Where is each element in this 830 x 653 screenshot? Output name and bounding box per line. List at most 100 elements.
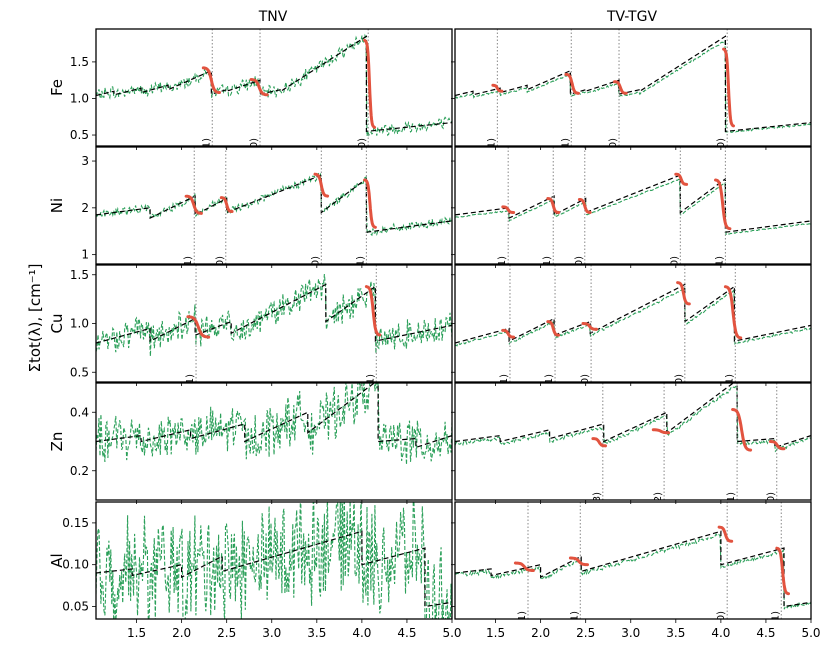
x-tick-label: 4.0 (711, 626, 730, 640)
plot-area: (311) (111) (96, 265, 452, 401)
edge-fit-curve (731, 408, 753, 452)
bragg-edge-label: (311) (183, 256, 194, 283)
edge-fit-curve (546, 320, 561, 337)
x-tick-label: 4.5 (397, 626, 416, 640)
axes-frame (454, 146, 812, 265)
edge-fit-curve (676, 281, 691, 306)
plot-area (96, 383, 452, 465)
experimental-series (455, 178, 811, 235)
y-tick-label: 1.5 (70, 268, 89, 282)
edge-fit-curve (723, 285, 743, 340)
edge-fit-curve (568, 556, 589, 567)
plot-area: (211) (200) (110) (321) (455, 29, 811, 165)
y-tick-label: 0.2 (70, 464, 89, 478)
row-label-al: Al (48, 553, 66, 567)
edge-fit-curve (591, 437, 607, 448)
panel-grid: (211) (200) (110) 0.5 1.0 1.5 (211) (200) (110)(… (48, 28, 821, 640)
plot-area: (311) (220) (200) (111) (331) (455, 147, 811, 283)
panel-al-tnv: 0.05 0.10 0.15 1.5 2.0 2.5 3.0 3.5 4.0 4.5 5.0 (62, 501, 462, 640)
bragg-edge-label: (100) (766, 492, 777, 519)
experimental-series (96, 383, 452, 465)
x-tick-label: 3.5 (666, 626, 685, 640)
axes-frame (95, 28, 453, 147)
experimental-series (455, 39, 811, 133)
bragg-edge-label: (200) (716, 611, 727, 638)
edge-fit-curve (513, 561, 535, 572)
bragg-edge-label: (102) (653, 492, 664, 519)
edge-fit-curve (501, 205, 516, 214)
plot-area: (211) (200) (110) (96, 29, 452, 165)
edge-fit-curve (717, 525, 734, 543)
edge-fit-curve (613, 80, 628, 95)
panel-ni-tv-tgv: (311) (220) (200) (111) (331) (451, 146, 812, 283)
edge-fit-curve (775, 546, 790, 596)
bragg-edge-label: (200) (249, 138, 260, 165)
y-tick-label: 0.4 (70, 405, 89, 419)
edge-fit-curve (184, 194, 203, 215)
x-tick-label: 1.5 (127, 626, 146, 640)
bragg-edge-label: (321) (486, 138, 497, 165)
row-label-cu: Cu (48, 314, 66, 334)
bragg-edge-label: (111) (714, 256, 725, 283)
row-label-fe: Fe (48, 79, 66, 96)
y-tick-label: 1.0 (70, 317, 89, 331)
edge-fit-curve (768, 440, 786, 451)
bragg-edge-label: (331) (517, 611, 528, 638)
theory-series (455, 530, 811, 608)
edge-fit-curve (201, 66, 221, 94)
experimental-series (455, 384, 811, 453)
theory-series (455, 35, 811, 133)
edge-fit-curve (219, 196, 234, 213)
theory-series (96, 174, 452, 233)
x-tick-label: 2.0 (172, 626, 191, 640)
bragg-edge-label: (220) (574, 256, 585, 283)
y-tick-label: 0.15 (62, 516, 89, 530)
y-tick-label: 0.10 (62, 558, 89, 572)
edge-fit-curve (313, 172, 330, 198)
x-tick-label: 5.0 (801, 626, 820, 640)
edge-fit-curve (249, 78, 269, 97)
bragg-edge-label: (101) (726, 492, 737, 519)
y-tick-label: 0.5 (70, 128, 89, 142)
axes-frame (95, 146, 453, 265)
edge-fit-curve (722, 47, 735, 128)
bragg-edge-label: (200) (674, 374, 685, 401)
panel-ni-tnv: (311) (220) (200) (111) 1 2 3 (81, 146, 453, 283)
y-tick-label: 0.05 (62, 599, 89, 613)
experimental-series (96, 274, 452, 357)
edge-fit-curve (491, 83, 504, 93)
axes-frame (454, 28, 812, 147)
row-label-ni: Ni (48, 198, 66, 213)
edge-fit-curve (364, 285, 382, 337)
bragg-edge-label: (111) (365, 374, 376, 401)
theory-series (96, 283, 452, 344)
theory-series (96, 530, 452, 608)
edge-fit-curve (714, 178, 732, 231)
axes-frame (454, 501, 812, 620)
y-tick-label: 3 (81, 154, 89, 168)
edge-fit-curve (674, 172, 689, 186)
axes-frame (454, 382, 812, 501)
x-tick-label: 4.5 (756, 626, 775, 640)
axes-frame (454, 264, 812, 383)
edge-fit-curve (363, 178, 377, 229)
panel-cu-tv-tgv: (311) (111) (331) (220) (200) (451, 264, 812, 401)
bragg-edge-label: (103) (592, 492, 603, 519)
panel-fe-tv-tgv: (211) (200) (110) (321) (451, 28, 812, 165)
theory-series (96, 383, 452, 449)
axes-frame (95, 264, 453, 383)
bragg-edge-label: (111) (355, 256, 366, 283)
bragg-edge-label: (200) (310, 256, 321, 283)
y-tick-label: 1.0 (70, 91, 89, 105)
y-tick-label: 2 (81, 201, 89, 215)
x-tick-label: 3.5 (307, 626, 326, 640)
theory-series (96, 35, 452, 133)
experimental-series (455, 533, 811, 610)
y-tick-label: 0.5 (70, 365, 89, 379)
bragg-edge-label: (331) (499, 374, 510, 401)
plot-area: (331) (311) (200) (111) (455, 502, 811, 638)
y-axis-label: Σtot(λ), [cm⁻¹] (26, 263, 44, 372)
experimental-series (96, 502, 452, 619)
panel-zn-tnv: 0.2 0.4 (70, 382, 453, 504)
